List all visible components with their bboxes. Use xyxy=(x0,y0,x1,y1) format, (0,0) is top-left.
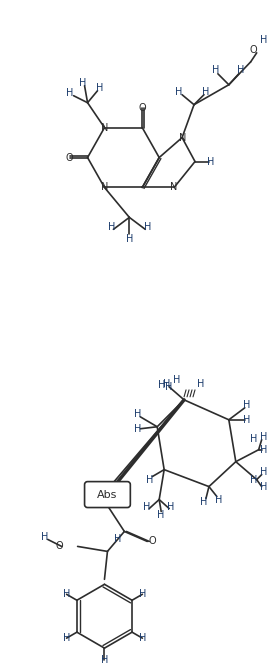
Text: O: O xyxy=(56,541,64,551)
Text: H: H xyxy=(250,434,257,444)
Text: H: H xyxy=(101,655,108,665)
Text: H: H xyxy=(108,222,115,232)
Text: H: H xyxy=(260,445,267,455)
Text: H: H xyxy=(243,400,250,410)
Text: H: H xyxy=(96,83,103,93)
Text: N: N xyxy=(101,182,108,192)
Text: H: H xyxy=(139,633,146,643)
Text: O: O xyxy=(139,103,146,113)
Text: H: H xyxy=(41,532,49,542)
Text: H: H xyxy=(212,65,219,75)
Text: N: N xyxy=(179,133,187,143)
Text: H: H xyxy=(143,501,150,511)
Text: H: H xyxy=(146,475,153,485)
Text: H: H xyxy=(79,78,86,88)
FancyBboxPatch shape xyxy=(85,482,130,507)
Text: H: H xyxy=(173,375,181,385)
Text: H: H xyxy=(260,482,267,492)
Text: H: H xyxy=(144,222,151,232)
Text: H: H xyxy=(250,475,257,485)
Text: H: H xyxy=(126,234,133,244)
Text: H: H xyxy=(260,35,267,45)
Text: O: O xyxy=(66,153,73,163)
Text: N: N xyxy=(101,123,108,133)
Text: H: H xyxy=(66,88,73,98)
Text: O: O xyxy=(148,536,156,546)
Text: H: H xyxy=(158,380,166,390)
Text: Abs: Abs xyxy=(97,490,118,500)
Text: H: H xyxy=(243,415,250,425)
Text: H: H xyxy=(260,432,267,442)
Text: H: H xyxy=(139,589,146,599)
Text: H: H xyxy=(200,497,208,507)
Text: H: H xyxy=(114,534,121,544)
Text: H: H xyxy=(163,379,171,389)
Text: O: O xyxy=(250,45,258,55)
Text: H: H xyxy=(215,495,222,505)
Text: H: H xyxy=(134,409,141,419)
Text: H: H xyxy=(260,467,267,477)
Text: H: H xyxy=(237,65,244,75)
Text: H: H xyxy=(158,509,165,519)
Text: H: H xyxy=(197,379,205,389)
Text: H: H xyxy=(63,589,70,599)
Text: H: H xyxy=(63,633,70,643)
Text: H: H xyxy=(175,87,183,97)
Text: H: H xyxy=(207,157,215,166)
Text: H: H xyxy=(134,424,141,434)
Text: H: H xyxy=(168,501,175,511)
Text: N: N xyxy=(170,182,178,192)
Text: H: H xyxy=(165,382,173,392)
Text: H: H xyxy=(202,87,210,97)
